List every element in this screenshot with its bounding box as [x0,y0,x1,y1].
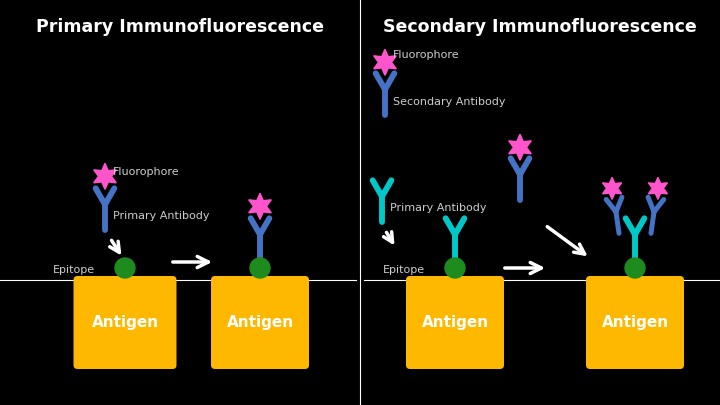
Text: Primary Immunofluorescence: Primary Immunofluorescence [36,18,324,36]
FancyBboxPatch shape [73,276,176,369]
Text: Epitope: Epitope [383,265,425,275]
Text: Fluorophore: Fluorophore [393,50,459,60]
Text: Antigen: Antigen [91,315,158,330]
Text: Secondary Immunofluorescence: Secondary Immunofluorescence [383,18,697,36]
Text: Primary Antibody: Primary Antibody [113,211,210,221]
Circle shape [250,258,270,278]
Circle shape [625,258,645,278]
Polygon shape [649,177,667,199]
Circle shape [115,258,135,278]
Text: Primary Antibody: Primary Antibody [390,203,487,213]
Text: Epitope: Epitope [53,265,95,275]
Polygon shape [603,177,621,199]
Polygon shape [248,193,271,219]
Polygon shape [509,134,531,160]
Text: Antigen: Antigen [226,315,294,330]
Text: Fluorophore: Fluorophore [113,167,179,177]
Circle shape [445,258,465,278]
Text: Secondary Antibody: Secondary Antibody [393,97,505,107]
FancyBboxPatch shape [586,276,684,369]
Polygon shape [94,163,116,189]
Text: Antigen: Antigen [601,315,669,330]
Text: Antigen: Antigen [421,315,489,330]
FancyBboxPatch shape [406,276,504,369]
FancyBboxPatch shape [211,276,309,369]
Polygon shape [374,49,396,75]
